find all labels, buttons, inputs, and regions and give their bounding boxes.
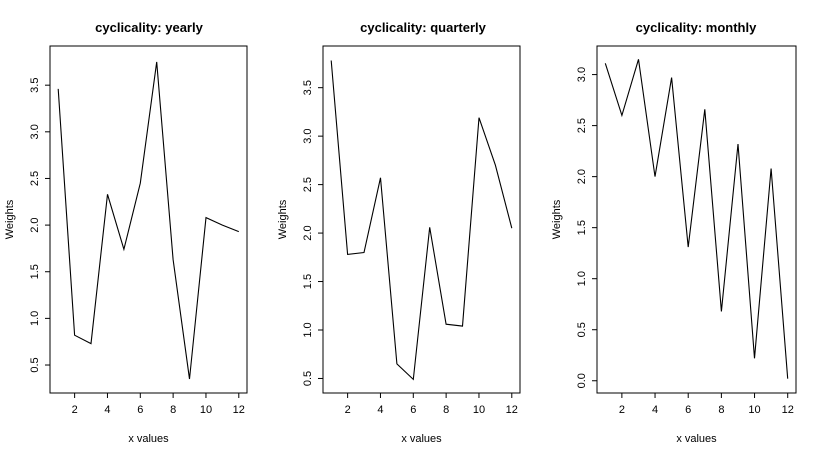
y-axis-label: Weights bbox=[277, 199, 289, 239]
series-line bbox=[330, 60, 513, 381]
x-tick-label: 4 bbox=[104, 404, 110, 416]
y-axis-label: Weights bbox=[4, 199, 16, 239]
chart-panel-1: cyclicality: yearly 2 4 6 8 10 12 0.5 1.0 1.5 2.0 2… bbox=[4, 20, 248, 445]
y-tick-label: 3.5 bbox=[29, 78, 41, 93]
x-tick-label: 8 bbox=[170, 404, 176, 416]
y-tick-label: 1.5 bbox=[29, 264, 41, 279]
plot-frame bbox=[596, 45, 797, 394]
x-tick-label: 6 bbox=[137, 404, 143, 416]
x-tick-label: 2 bbox=[345, 404, 351, 416]
y-tick-label: 1.0 bbox=[29, 311, 41, 326]
y-tick-label: 2.5 bbox=[302, 177, 314, 192]
x-tick-label: 2 bbox=[72, 404, 78, 416]
x-tick-label: 10 bbox=[748, 404, 760, 416]
y-tick-label: 2.5 bbox=[576, 118, 588, 133]
chart-title: cyclicality: quarterly bbox=[360, 20, 486, 35]
series-line bbox=[604, 59, 789, 379]
y-axis-label: Weights bbox=[551, 199, 563, 239]
x-tick-label: 2 bbox=[619, 404, 625, 416]
x-tick-label: 6 bbox=[410, 404, 416, 416]
plot-frame bbox=[322, 45, 521, 394]
x-tick-label: 12 bbox=[782, 404, 794, 416]
y-tick-label: 0.5 bbox=[29, 357, 41, 372]
x-tick-label: 4 bbox=[652, 404, 658, 416]
y-tick-label: 2.0 bbox=[302, 225, 314, 240]
y-tick-label: 2.5 bbox=[29, 171, 41, 186]
y-tick-label: 1.5 bbox=[576, 220, 588, 235]
y-tick-label: 3.0 bbox=[302, 128, 314, 143]
x-axis-label: x values bbox=[401, 433, 442, 445]
x-tick-label: 4 bbox=[377, 404, 383, 416]
x-tick-label: 10 bbox=[200, 404, 212, 416]
y-tick-label: 2.0 bbox=[29, 217, 41, 232]
x-axis-label: x values bbox=[128, 433, 169, 445]
x-axis-label: x values bbox=[676, 433, 717, 445]
x-tick-label: 8 bbox=[718, 404, 724, 416]
chart-title: cyclicality: monthly bbox=[636, 20, 757, 35]
y-tick-label: 3.0 bbox=[29, 124, 41, 139]
x-tick-label: 10 bbox=[473, 404, 485, 416]
y-tick-label: 2.0 bbox=[576, 169, 588, 184]
series-line bbox=[57, 61, 240, 380]
x-tick-label: 12 bbox=[506, 404, 518, 416]
x-tick-label: 8 bbox=[443, 404, 449, 416]
plot-frame bbox=[49, 45, 248, 394]
y-tick-label: 3.5 bbox=[302, 80, 314, 95]
y-tick-label: 0.5 bbox=[302, 371, 314, 386]
chart-panel-2: cyclicality: quarterly 2 4 6 8 10 12 0.5 1.0 1.5 2… bbox=[277, 20, 521, 445]
y-tick-label: 1.5 bbox=[302, 274, 314, 289]
x-tick-label: 6 bbox=[685, 404, 691, 416]
y-tick-label: 1.0 bbox=[302, 322, 314, 337]
y-tick-label: 0.0 bbox=[576, 373, 588, 388]
y-tick-label: 0.5 bbox=[576, 322, 588, 337]
chart-title: cyclicality: yearly bbox=[95, 20, 203, 35]
chart-panel-3: cyclicality: monthly 2 4 6 8 10 12 0.0 0.5 1.0 1.5… bbox=[551, 20, 797, 445]
y-tick-label: 3.0 bbox=[576, 67, 588, 82]
y-tick-label: 1.0 bbox=[576, 271, 588, 286]
x-tick-label: 12 bbox=[233, 404, 245, 416]
